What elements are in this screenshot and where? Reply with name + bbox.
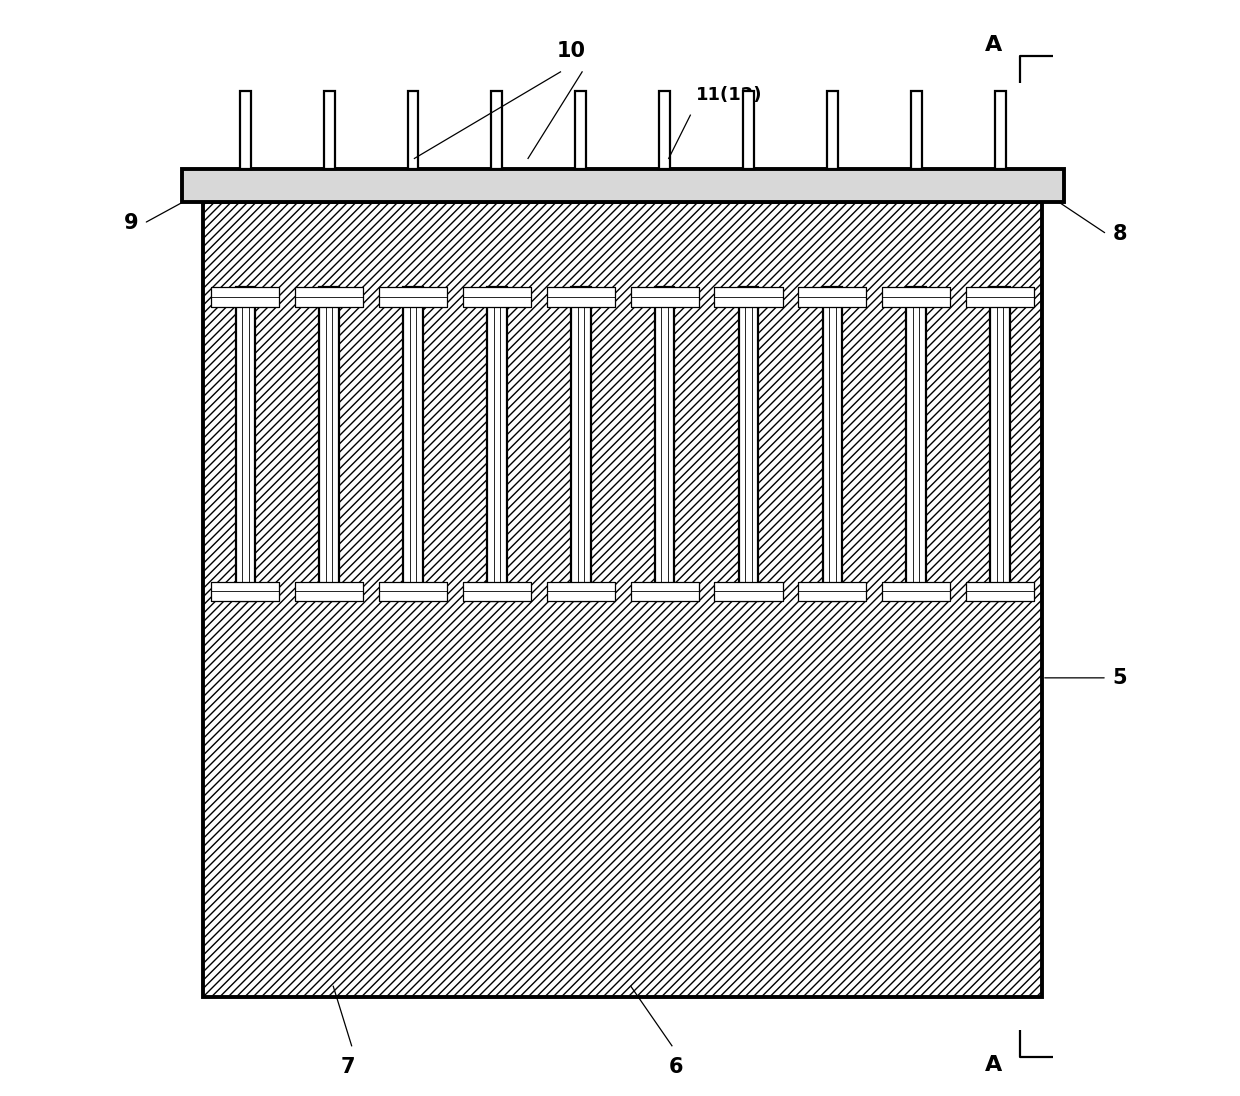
Bar [966, 582, 1034, 602]
Bar [714, 287, 782, 307]
Text: A: A [985, 1055, 1002, 1075]
Bar [575, 91, 587, 169]
Bar [660, 91, 670, 169]
Bar [822, 287, 842, 602]
Bar [739, 287, 758, 602]
Bar [655, 287, 675, 602]
Bar [295, 287, 363, 307]
Bar [211, 582, 279, 602]
Bar [911, 91, 921, 169]
Text: 7: 7 [341, 1057, 355, 1076]
Text: 5: 5 [1112, 667, 1127, 688]
Text: 10: 10 [557, 41, 585, 61]
Bar [203, 202, 1042, 997]
Bar [631, 287, 698, 307]
Bar [827, 91, 838, 169]
Bar [714, 582, 782, 602]
Bar [487, 287, 507, 602]
Bar [799, 287, 867, 307]
Text: 8: 8 [1112, 225, 1127, 244]
Bar [882, 287, 950, 307]
Bar [991, 287, 1009, 602]
Bar [547, 582, 615, 602]
Bar [491, 91, 502, 169]
Bar [408, 91, 418, 169]
Text: 6: 6 [668, 1057, 683, 1076]
Bar [236, 287, 255, 602]
Bar [463, 582, 531, 602]
Bar [320, 287, 339, 602]
Bar [631, 582, 698, 602]
Bar [882, 582, 950, 602]
Bar [182, 169, 1064, 202]
Bar [239, 91, 250, 169]
Bar [966, 287, 1034, 307]
Bar [379, 287, 448, 307]
Bar [799, 582, 867, 602]
Bar [572, 287, 590, 602]
Text: A: A [985, 35, 1002, 55]
Bar [906, 287, 926, 602]
Text: 11(12): 11(12) [696, 87, 763, 104]
Bar [211, 287, 279, 307]
Text: 9: 9 [124, 214, 139, 233]
Bar [403, 287, 423, 602]
Bar [203, 202, 1042, 997]
Bar [463, 287, 531, 307]
Bar [295, 582, 363, 602]
Bar [743, 91, 754, 169]
Bar [994, 91, 1006, 169]
Bar [379, 582, 448, 602]
Bar [324, 91, 335, 169]
Bar [547, 287, 615, 307]
